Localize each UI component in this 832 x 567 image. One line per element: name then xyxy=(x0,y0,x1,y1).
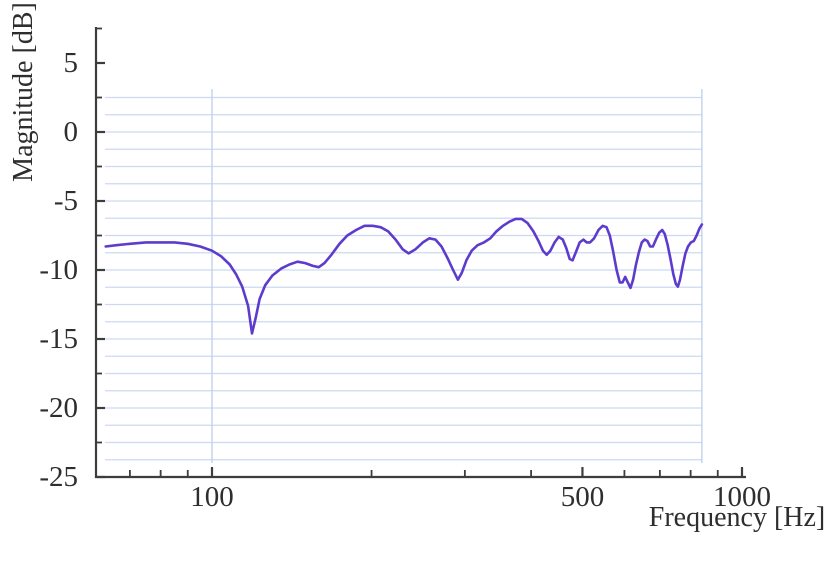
x-tick-label: 1000 xyxy=(713,481,771,513)
y-tick-label: 5 xyxy=(63,47,79,79)
vertical-gridlines xyxy=(211,89,703,463)
y-tick-label: -5 xyxy=(53,185,78,217)
y-tick-label: -20 xyxy=(39,392,78,424)
horizontal-gridlines xyxy=(105,96,702,461)
y-tick-label: -10 xyxy=(39,254,78,286)
magnitude-response-curve xyxy=(104,217,704,335)
x-axis-title: Frequency [Hz] xyxy=(648,502,826,533)
y-tick-label: -15 xyxy=(39,323,78,355)
y-axis-title: Magnitude [dB] xyxy=(8,2,39,182)
x-tick-label: 100 xyxy=(190,481,234,513)
axes xyxy=(94,27,746,479)
ticks xyxy=(97,27,744,479)
y-tick-label: 0 xyxy=(63,116,79,148)
x-tick-label: 500 xyxy=(560,481,605,513)
y-tick-label: -25 xyxy=(39,461,78,493)
